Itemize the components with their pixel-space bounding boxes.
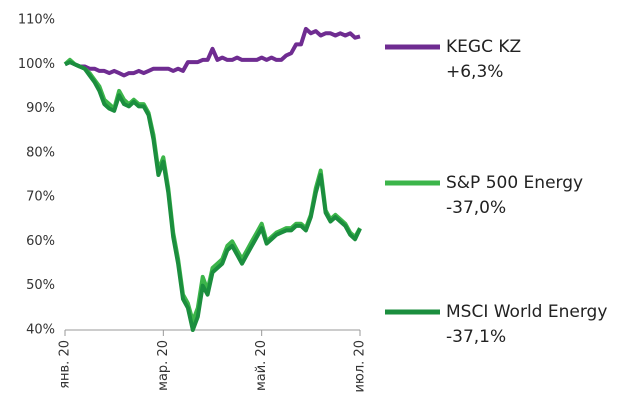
x-tick-label: янв. 20 xyxy=(58,340,73,389)
x-tick-label: май. 20 xyxy=(254,340,269,391)
y-tick-label: 50% xyxy=(26,278,55,293)
legend-label: S&P 500 Energy xyxy=(446,173,583,193)
x-tick-label: июл. 20 xyxy=(353,340,368,393)
y-tick-label: 80% xyxy=(26,145,55,160)
y-tick-label: 100% xyxy=(18,57,55,72)
y-tick-label: 40% xyxy=(26,323,55,338)
y-tick-label: 60% xyxy=(26,234,55,249)
legend-change: -37,1% xyxy=(446,327,506,347)
x-tick-label: мар. 20 xyxy=(156,340,171,391)
legend-change: +6,3% xyxy=(446,62,503,82)
legend-change: -37,0% xyxy=(446,198,506,218)
series-line xyxy=(64,60,362,332)
legend-label: KEGC KZ xyxy=(446,37,521,57)
y-tick-label: 90% xyxy=(26,101,55,116)
y-tick-label: 70% xyxy=(26,190,55,205)
y-tick-label: 110% xyxy=(18,13,55,28)
series-line xyxy=(64,26,361,78)
legend-label: MSCI World Energy xyxy=(446,302,607,322)
